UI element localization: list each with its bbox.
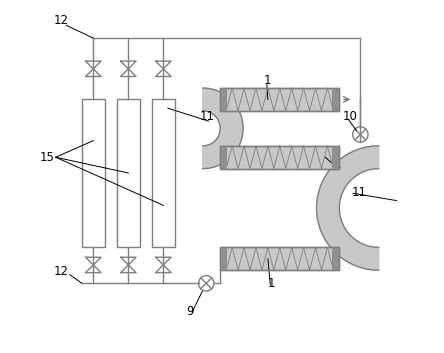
Bar	[82, 100, 105, 246]
Text: 15: 15	[40, 151, 55, 164]
Text: 12: 12	[54, 264, 69, 277]
Bar	[220, 88, 227, 111]
Bar	[332, 146, 339, 169]
Bar	[220, 146, 227, 169]
Text: 11: 11	[199, 110, 214, 124]
Bar	[152, 100, 175, 246]
Text: 10: 10	[343, 110, 358, 124]
Text: 1: 1	[268, 277, 275, 290]
Text: 1: 1	[264, 74, 272, 87]
Bar	[117, 100, 140, 246]
Bar	[220, 146, 339, 169]
Bar	[332, 247, 339, 270]
Bar	[220, 247, 339, 270]
Bar	[220, 146, 339, 169]
Bar	[332, 88, 339, 111]
Bar	[220, 247, 339, 270]
Text: 9: 9	[186, 305, 194, 318]
Text: 12: 12	[54, 14, 69, 27]
Text: 11: 11	[352, 186, 367, 199]
Text: 1: 1	[334, 158, 341, 171]
Polygon shape	[203, 88, 243, 169]
Bar	[220, 88, 339, 111]
Bar	[220, 247, 227, 270]
Bar	[220, 88, 339, 111]
Polygon shape	[317, 146, 379, 270]
